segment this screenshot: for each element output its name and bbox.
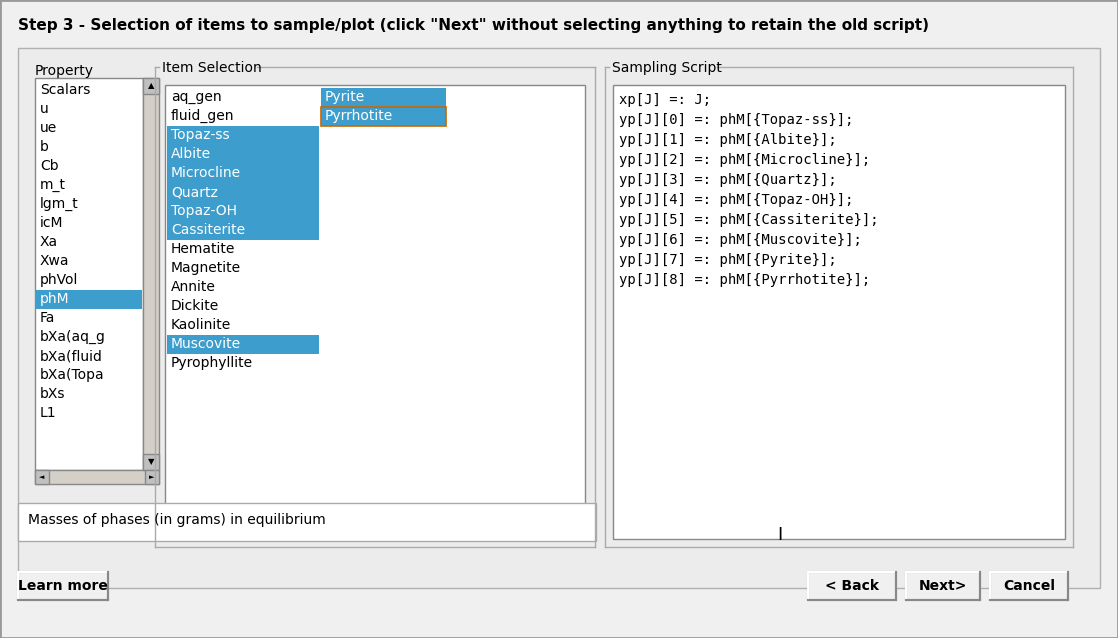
Text: Topaz-ss: Topaz-ss: [171, 128, 229, 142]
Text: I: I: [777, 526, 783, 544]
Text: b: b: [40, 140, 49, 154]
Text: < Back: < Back: [825, 579, 879, 593]
Bar: [35, 470, 159, 484]
Bar: [167, 164, 319, 183]
Text: yp[J][2] =: phM[{Microcline}];: yp[J][2] =: phM[{Microcline}];: [619, 153, 870, 167]
Text: icM: icM: [40, 216, 64, 230]
Text: yp[J][7] =: phM[{Pyrite}];: yp[J][7] =: phM[{Pyrite}];: [619, 253, 836, 267]
Bar: [321, 107, 446, 126]
Bar: [35, 470, 49, 484]
Text: Pyrophyllite: Pyrophyllite: [171, 356, 253, 370]
Bar: [167, 202, 319, 221]
Text: Item Selection: Item Selection: [162, 61, 262, 75]
Text: aq_gen: aq_gen: [171, 90, 221, 104]
Text: bXa(aq_g: bXa(aq_g: [40, 330, 106, 344]
Bar: [167, 221, 319, 240]
Text: Masses of phases (in grams) in equilibrium: Masses of phases (in grams) in equilibri…: [28, 513, 325, 527]
Text: ▼: ▼: [148, 457, 154, 466]
Text: Cassiterite: Cassiterite: [171, 223, 245, 237]
Text: Magnetite: Magnetite: [171, 261, 241, 275]
Text: ue: ue: [40, 121, 57, 135]
Text: phVol: phVol: [40, 273, 78, 287]
Text: Kaolinite: Kaolinite: [171, 318, 231, 332]
Bar: [321, 88, 446, 107]
Bar: [808, 572, 896, 600]
Bar: [613, 85, 1065, 539]
Bar: [36, 290, 142, 309]
Bar: [18, 48, 1100, 588]
Bar: [143, 454, 159, 470]
Text: Scalars: Scalars: [40, 83, 91, 97]
Text: Step 3 - Selection of items to sample/plot (click "Next" without selecting anyth: Step 3 - Selection of items to sample/pl…: [18, 18, 929, 33]
Text: Microcline: Microcline: [171, 166, 241, 180]
Bar: [167, 183, 319, 202]
Text: Dickite: Dickite: [171, 299, 219, 313]
Bar: [906, 572, 980, 600]
Text: yp[J][0] =: phM[{Topaz-ss}];: yp[J][0] =: phM[{Topaz-ss}];: [619, 113, 853, 127]
Bar: [321, 107, 446, 126]
Text: yp[J][6] =: phM[{Muscovite}];: yp[J][6] =: phM[{Muscovite}];: [619, 233, 862, 247]
Bar: [167, 335, 319, 354]
Text: Next>: Next>: [919, 579, 967, 593]
Text: ◄: ◄: [39, 474, 45, 480]
Bar: [143, 78, 159, 94]
Text: Cancel: Cancel: [1003, 579, 1055, 593]
Text: Topaz-OH: Topaz-OH: [171, 204, 237, 218]
Text: Xwa: Xwa: [40, 254, 69, 268]
Text: lgm_t: lgm_t: [40, 197, 78, 211]
Text: bXa(Topa: bXa(Topa: [40, 368, 105, 382]
Text: ►: ►: [150, 474, 154, 480]
Bar: [167, 145, 319, 164]
Text: Pyrrhotite: Pyrrhotite: [325, 109, 394, 123]
Bar: [165, 85, 585, 535]
Text: yp[J][1] =: phM[{Albite}];: yp[J][1] =: phM[{Albite}];: [619, 133, 836, 147]
Bar: [18, 503, 596, 541]
Text: yp[J][3] =: phM[{Quartz}];: yp[J][3] =: phM[{Quartz}];: [619, 173, 836, 187]
Text: bXs: bXs: [40, 387, 66, 401]
Text: Xa: Xa: [40, 235, 58, 249]
Text: Property: Property: [35, 64, 94, 78]
Bar: [35, 78, 143, 470]
Text: Fa: Fa: [40, 311, 56, 325]
Text: yp[J][4] =: phM[{Topaz-OH}];: yp[J][4] =: phM[{Topaz-OH}];: [619, 193, 853, 207]
Text: Hematite: Hematite: [171, 242, 236, 256]
Bar: [18, 572, 108, 600]
Text: bXa(fluid: bXa(fluid: [40, 349, 103, 363]
Text: Quartz: Quartz: [171, 185, 218, 199]
Text: Sampling Script: Sampling Script: [612, 61, 722, 75]
Text: u: u: [40, 102, 49, 116]
Text: Cb: Cb: [40, 159, 58, 173]
Text: Muscovite: Muscovite: [171, 337, 241, 351]
Text: m_t: m_t: [40, 178, 66, 192]
Text: fluid_gen: fluid_gen: [171, 109, 235, 123]
Text: xp[J] =: J;: xp[J] =: J;: [619, 93, 711, 107]
Bar: [991, 572, 1068, 600]
Text: Albite: Albite: [171, 147, 211, 161]
Bar: [143, 78, 159, 470]
Text: L1: L1: [40, 406, 57, 420]
Bar: [145, 470, 159, 484]
Text: ▲: ▲: [148, 82, 154, 91]
Text: Learn more: Learn more: [18, 579, 108, 593]
Text: yp[J][5] =: phM[{Cassiterite}];: yp[J][5] =: phM[{Cassiterite}];: [619, 213, 879, 227]
Bar: [167, 126, 319, 145]
Text: Pyrite: Pyrite: [325, 90, 366, 104]
Text: yp[J][8] =: phM[{Pyrrhotite}];: yp[J][8] =: phM[{Pyrrhotite}];: [619, 273, 870, 287]
Text: phM: phM: [40, 292, 69, 306]
Text: Annite: Annite: [171, 280, 216, 294]
